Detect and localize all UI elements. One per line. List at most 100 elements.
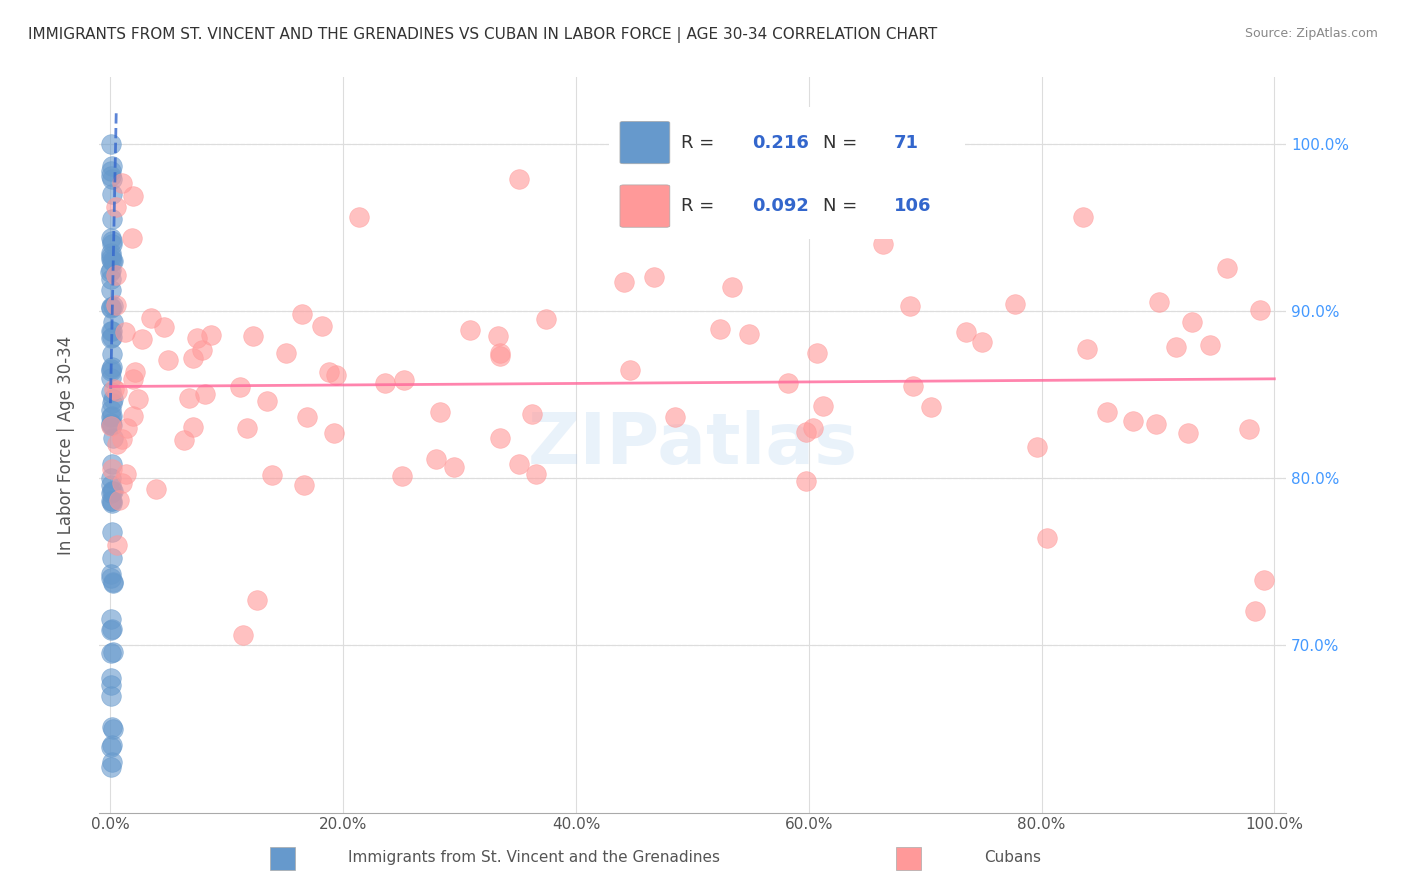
Point xyxy=(794,425,817,439)
Point xyxy=(100,300,122,314)
Point xyxy=(311,319,333,334)
Point xyxy=(100,462,122,476)
Point xyxy=(156,353,179,368)
Point xyxy=(425,452,447,467)
Point xyxy=(101,622,124,636)
Point xyxy=(486,328,509,343)
Point xyxy=(297,409,319,424)
Point xyxy=(101,551,124,566)
Point xyxy=(101,483,124,498)
Bar xyxy=(896,847,921,870)
Point xyxy=(100,410,122,425)
Point xyxy=(806,346,828,360)
Point xyxy=(1181,316,1204,330)
Point xyxy=(127,392,149,407)
Point xyxy=(1095,404,1118,418)
Point xyxy=(100,331,122,345)
Point xyxy=(111,432,134,446)
Point xyxy=(392,373,415,387)
Point xyxy=(100,137,122,152)
Point xyxy=(101,315,124,329)
Point xyxy=(100,249,122,263)
Point xyxy=(1025,441,1047,455)
Point xyxy=(738,327,761,342)
Point xyxy=(101,236,124,251)
Point xyxy=(111,176,134,190)
Point xyxy=(115,421,138,435)
Point xyxy=(100,245,122,260)
Point xyxy=(898,299,921,313)
Point xyxy=(489,349,512,363)
Point xyxy=(105,437,128,451)
Point xyxy=(100,396,122,410)
Point xyxy=(190,343,212,357)
Point xyxy=(100,671,122,685)
Point xyxy=(100,361,122,376)
Point xyxy=(458,323,481,337)
Text: IMMIGRANTS FROM ST. VINCENT AND THE GRENADINES VS CUBAN IN LABOR FORCE | AGE 30-: IMMIGRANTS FROM ST. VINCENT AND THE GREN… xyxy=(28,27,938,43)
Point xyxy=(1237,422,1260,436)
Point xyxy=(100,301,122,316)
Point xyxy=(970,335,993,350)
Point xyxy=(101,739,124,753)
Point xyxy=(101,254,124,268)
Point xyxy=(260,468,283,483)
Point xyxy=(1243,604,1265,618)
Point xyxy=(276,345,298,359)
Point xyxy=(100,612,122,626)
Point xyxy=(811,400,834,414)
Point xyxy=(101,576,124,591)
Point xyxy=(508,172,530,186)
Point xyxy=(100,720,122,734)
Point xyxy=(349,211,371,225)
Point xyxy=(100,677,122,691)
Point xyxy=(101,324,124,338)
Point xyxy=(121,409,143,424)
Point xyxy=(100,525,122,540)
Point xyxy=(101,347,124,361)
Point xyxy=(1122,415,1144,429)
Point xyxy=(1036,532,1059,546)
Point xyxy=(107,539,129,553)
Point xyxy=(318,366,340,380)
Point xyxy=(101,496,124,510)
Point xyxy=(100,689,122,703)
Point xyxy=(664,409,686,424)
Point xyxy=(1215,260,1237,275)
Point xyxy=(619,363,641,377)
Point xyxy=(100,418,122,433)
Point xyxy=(186,331,208,345)
Point xyxy=(101,330,124,344)
Point xyxy=(152,319,174,334)
Point xyxy=(100,324,122,338)
Point xyxy=(522,408,544,422)
Point xyxy=(643,269,665,284)
Point xyxy=(101,299,124,313)
Point xyxy=(100,164,122,178)
Point xyxy=(200,328,222,343)
Point xyxy=(101,756,124,770)
Point xyxy=(488,346,510,360)
Point xyxy=(872,237,894,252)
Point xyxy=(100,252,122,267)
Point xyxy=(101,409,124,423)
Y-axis label: In Labor Force | Age 30-34: In Labor Force | Age 30-34 xyxy=(58,335,75,555)
Point xyxy=(623,170,645,185)
Text: Immigrants from St. Vincent and the Grenadines: Immigrants from St. Vincent and the Gren… xyxy=(349,850,720,865)
Point xyxy=(443,459,465,474)
Point xyxy=(1004,296,1026,310)
Point xyxy=(100,571,122,585)
Point xyxy=(122,188,145,202)
Point xyxy=(236,421,259,435)
Point xyxy=(1147,295,1170,310)
Point xyxy=(100,371,122,385)
Point xyxy=(524,467,547,481)
Point xyxy=(100,265,122,279)
Point xyxy=(101,360,124,375)
Point xyxy=(194,387,217,401)
Point xyxy=(709,322,731,336)
Point xyxy=(291,307,314,321)
Point xyxy=(1144,417,1167,431)
Point xyxy=(391,469,413,483)
Point xyxy=(122,372,145,386)
